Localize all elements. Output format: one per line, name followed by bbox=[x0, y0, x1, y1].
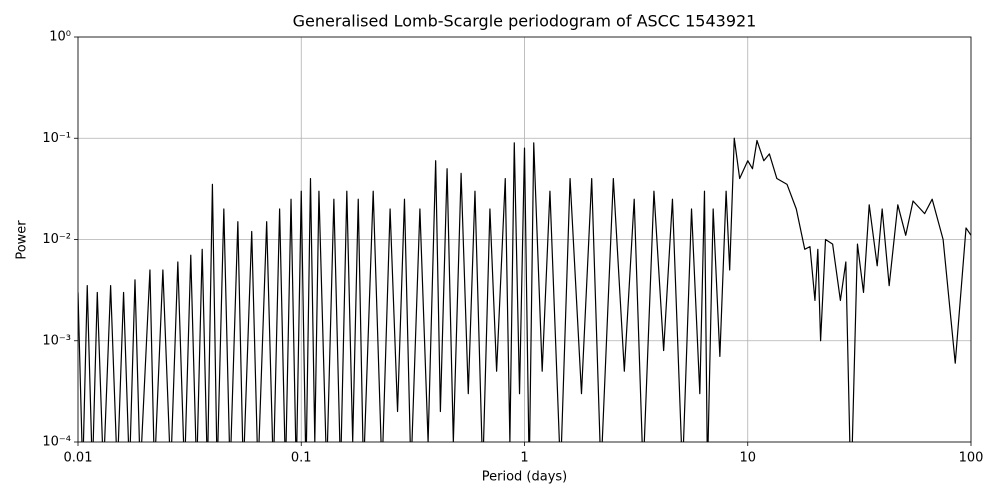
x-axis-label: Period (days) bbox=[482, 470, 568, 485]
chart-title: Generalised Lomb-Scargle periodogram of … bbox=[293, 12, 757, 31]
ticks: 0.01 0.1 1 10 100 10⁻⁴ 10⁻³ 10⁻² 10⁻¹ 10⁰ bbox=[42, 30, 983, 466]
plot-area bbox=[78, 137, 971, 442]
x-tick-label: 10 bbox=[739, 451, 756, 466]
y-tick-label: 10⁻³ bbox=[42, 333, 71, 348]
y-axis-label: Power bbox=[15, 220, 30, 260]
series-line bbox=[78, 137, 971, 442]
y-tick-label: 10⁻⁴ bbox=[42, 435, 71, 450]
x-tick-label: 100 bbox=[959, 451, 984, 466]
x-tick-label: 1 bbox=[520, 451, 528, 466]
x-tick-label: 0.1 bbox=[291, 451, 312, 466]
y-tick-label: 10⁻¹ bbox=[42, 131, 71, 146]
y-tick-label: 10⁰ bbox=[49, 30, 71, 45]
x-tick-label: 0.01 bbox=[64, 451, 93, 466]
y-tick-label: 10⁻² bbox=[42, 232, 71, 247]
